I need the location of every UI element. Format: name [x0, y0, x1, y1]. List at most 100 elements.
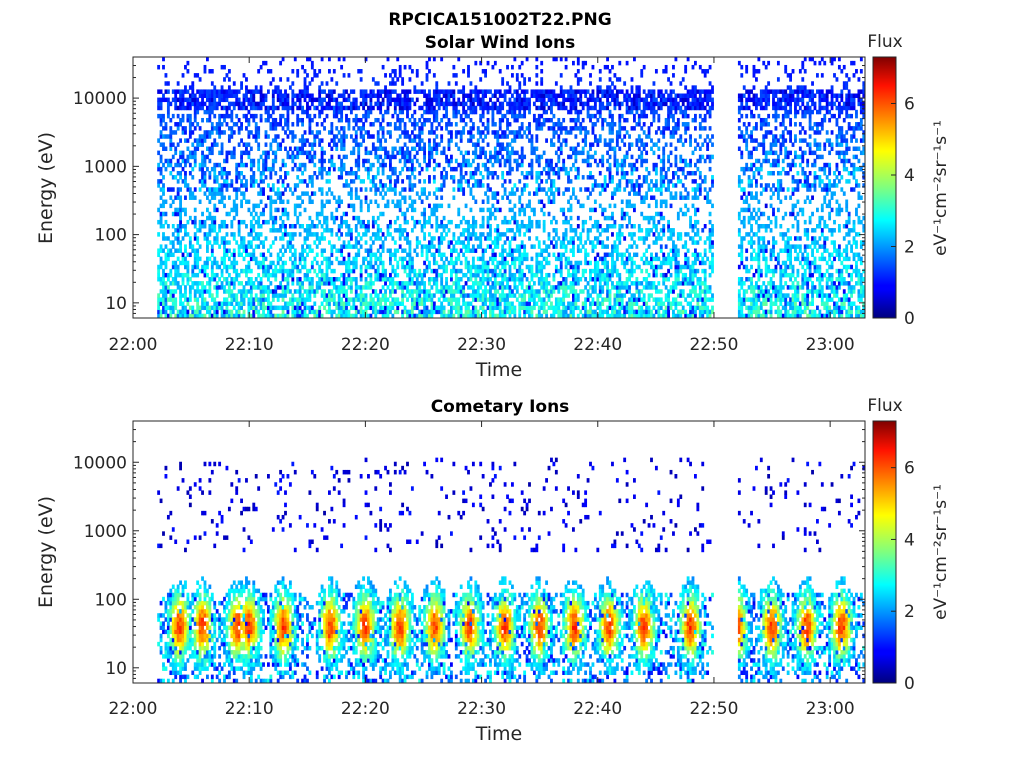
- solar-wind-heatmap-cell: [498, 126, 502, 131]
- solar-wind-heatmap-cell: [567, 179, 570, 184]
- solar-wind-heatmap-cell: [413, 272, 417, 278]
- solar-wind-heatmap-cell: [496, 244, 500, 249]
- solar-wind-heatmap-cell: [306, 224, 309, 229]
- solar-wind-heatmap-cell: [349, 191, 353, 196]
- solar-wind-heatmap-cell: [262, 264, 265, 270]
- solar-wind-heatmap-cell: [196, 142, 200, 147]
- solar-wind-heatmap-cell: [188, 240, 192, 245]
- solar-wind-heatmap-cell: [381, 113, 385, 119]
- solar-wind-heatmap-cell: [225, 183, 229, 188]
- solar-wind-heatmap-cell: [169, 203, 173, 209]
- solar-wind-heatmap-cell: [164, 97, 168, 103]
- solar-wind-heatmap-cell: [288, 248, 292, 253]
- solar-wind-heatmap-cell: [430, 109, 434, 115]
- solar-wind-heatmap-cell: [557, 166, 561, 172]
- solar-wind-heatmap-cell: [408, 264, 412, 270]
- solar-wind-heatmap-cell: [447, 309, 451, 315]
- solar-wind-heatmap-cell: [174, 313, 178, 319]
- solar-wind-heatmap-cell: [225, 109, 229, 115]
- solar-wind-heatmap-cell: [267, 313, 270, 319]
- solar-wind-heatmap-cell: [181, 93, 185, 98]
- solar-wind-heatmap-cell: [562, 285, 566, 290]
- solar-wind-heatmap-cell: [425, 166, 429, 172]
- solar-wind-heatmap-cell: [389, 162, 392, 168]
- solar-wind-heatmap-cell: [267, 272, 270, 278]
- solar-wind-heatmap-cell: [345, 264, 348, 270]
- solar-wind-heatmap-cell: [269, 305, 273, 311]
- solar-wind-heatmap-cell: [162, 248, 165, 253]
- solar-wind-heatmap-cell: [513, 264, 517, 270]
- solar-wind-heatmap-cell: [340, 105, 344, 111]
- solar-wind-heatmap-cell: [410, 158, 414, 164]
- solar-wind-heatmap-cell: [157, 252, 161, 258]
- solar-wind-heatmap-cell: [381, 89, 385, 94]
- solar-wind-heatmap-cell: [562, 293, 566, 298]
- solar-wind-heatmap-cell: [320, 138, 324, 143]
- solar-wind-heatmap-cell: [223, 195, 226, 200]
- solar-wind-heatmap-cell: [157, 305, 161, 311]
- solar-wind-heatmap-cell: [259, 240, 263, 245]
- solar-wind-heatmap-cell: [367, 301, 370, 306]
- solar-wind-heatmap-cell: [562, 252, 566, 258]
- solar-wind-heatmap-cell: [491, 252, 495, 258]
- solar-wind-heatmap-cell: [406, 281, 409, 286]
- solar-wind-heatmap-cell: [428, 248, 431, 253]
- solar-wind-heatmap-cell: [415, 219, 419, 225]
- solar-wind-heatmap-cell: [493, 93, 497, 98]
- solar-wind-heatmap-cell: [437, 264, 441, 270]
- solar-wind-heatmap-cell: [376, 297, 380, 302]
- solar-wind-heatmap-cell: [184, 309, 187, 315]
- solar-wind-heatmap-cell: [247, 268, 251, 274]
- solar-wind-heatmap-cell: [159, 203, 163, 209]
- solar-wind-heatmap-cell: [347, 93, 351, 98]
- solar-wind-heatmap-cell: [508, 130, 512, 135]
- solar-wind-heatmap-cell: [476, 101, 480, 107]
- solar-wind-heatmap-cell: [191, 101, 195, 107]
- solar-wind-heatmap-cell: [574, 158, 578, 164]
- solar-wind-heatmap-cell: [396, 281, 400, 286]
- solar-wind-heatmap-cell: [249, 219, 253, 225]
- solar-wind-heatmap-cell: [542, 264, 546, 270]
- solar-wind-heatmap-cell: [481, 162, 485, 168]
- solar-wind-heatmap-cell: [325, 101, 329, 107]
- solar-wind-heatmap-cell: [396, 272, 400, 278]
- solar-wind-heatmap-cell: [410, 228, 414, 233]
- solar-wind-heatmap-cell: [298, 89, 302, 94]
- solar-wind-heatmap-cell: [213, 166, 217, 172]
- solar-wind-heatmap-cell: [530, 244, 534, 249]
- solar-wind-heatmap-cell: [450, 138, 453, 143]
- solar-wind-heatmap-cell: [376, 170, 380, 176]
- solar-wind-heatmap-cell: [191, 272, 195, 278]
- solar-wind-heatmap-cell: [408, 240, 412, 245]
- solar-wind-heatmap-cell: [362, 301, 365, 306]
- solar-wind-heatmap-cell: [284, 301, 287, 306]
- solar-wind-heatmap-cell: [291, 297, 295, 302]
- solar-wind-heatmap-cell: [511, 138, 514, 143]
- solar-wind-heatmap-cell: [508, 122, 512, 127]
- solar-wind-heatmap-cell: [574, 126, 578, 131]
- solar-wind-heatmap-cell: [462, 109, 466, 115]
- solar-wind-heatmap-cell: [523, 256, 527, 262]
- solar-wind-heatmap-cell: [315, 73, 319, 78]
- solar-wind-heatmap-cell: [471, 126, 475, 131]
- solar-wind-heatmap-cell: [291, 224, 295, 229]
- solar-wind-heatmap-cell: [210, 224, 214, 229]
- solar-wind-heatmap-cell: [354, 305, 358, 311]
- solar-wind-heatmap-cell: [357, 309, 361, 315]
- solar-wind-heatmap-cell: [406, 285, 409, 290]
- solar-wind-heatmap-cell: [515, 268, 519, 274]
- solar-wind-heatmap-cell: [452, 179, 456, 184]
- solar-wind-heatmap-cell: [464, 309, 468, 315]
- solar-wind-heatmap-cell: [176, 236, 180, 241]
- solar-wind-heatmap-cell: [564, 277, 568, 282]
- solar-wind-heatmap-cell: [518, 195, 522, 200]
- solar-wind-heatmap-cell: [520, 260, 524, 266]
- solar-wind-heatmap-cell: [276, 285, 280, 290]
- solar-wind-heatmap-cell: [252, 285, 256, 290]
- solar-wind-heatmap-cell: [232, 297, 236, 302]
- solar-wind-heatmap-cell: [340, 175, 344, 180]
- solar-wind-heatmap-cell: [257, 101, 261, 107]
- solar-wind-heatmap-cell: [537, 268, 541, 274]
- solar-wind-heatmap-cell: [537, 199, 541, 205]
- solar-wind-heatmap-cell: [196, 301, 200, 306]
